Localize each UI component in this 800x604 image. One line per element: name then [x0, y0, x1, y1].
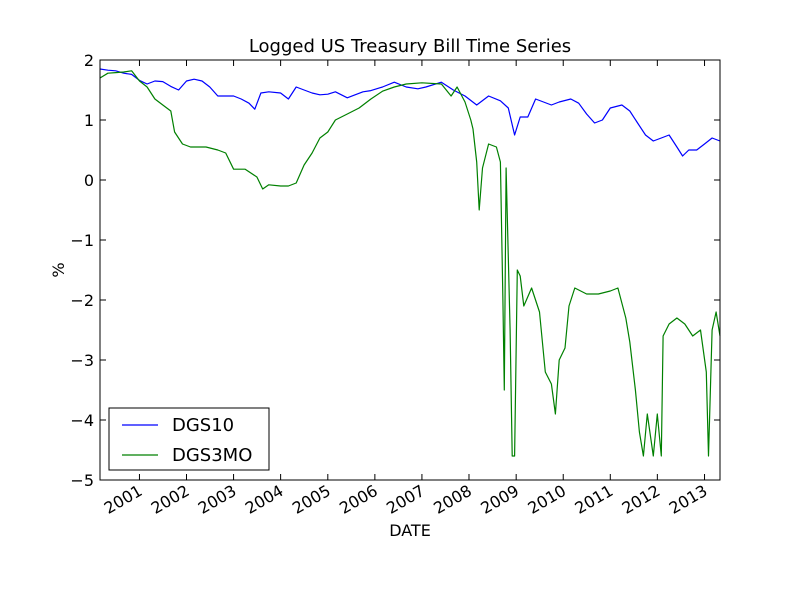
legend-box	[108, 407, 270, 471]
x-axis-label: DATE	[389, 521, 431, 540]
y-tick-label: −1	[70, 231, 94, 250]
y-tick-label: 0	[84, 171, 94, 190]
chart-title: Logged US Treasury Bill Time Series	[249, 36, 571, 57]
legend-label-dgs3mo: DGS3MO	[172, 445, 252, 466]
y-axis: 2 1 0 −1 −2 −3 −4 −5	[70, 51, 720, 490]
series-line-dgs3mo	[99, 70, 721, 457]
y-tick-label: −3	[70, 351, 94, 370]
legend: DGS10 DGS3MO	[108, 407, 270, 471]
y-tick-label: −5	[70, 471, 94, 490]
y-axis-label: %	[49, 262, 68, 277]
plot-frame	[99, 59, 721, 481]
y-tick-label: −4	[70, 411, 94, 430]
y-tick-label: 2	[84, 51, 94, 70]
legend-label-dgs10: DGS10	[172, 415, 234, 436]
series-layer	[99, 68, 721, 457]
y-tick-label: −2	[70, 291, 94, 310]
y-tick-label: 1	[84, 111, 94, 130]
series-line-dgs10	[99, 68, 721, 157]
